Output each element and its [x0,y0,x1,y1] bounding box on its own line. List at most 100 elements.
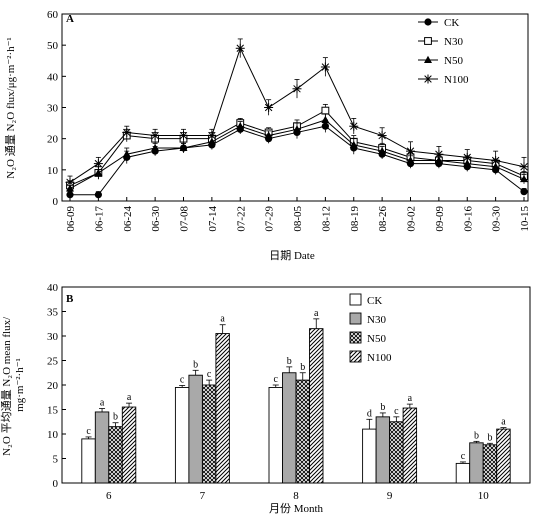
point [179,143,188,152]
point [94,191,102,199]
significance-letter: a [501,417,506,428]
x-tick-label: 08-12 [320,206,332,232]
significance-letter: b [287,356,292,367]
point-stroke [123,128,131,137]
significance-letter: c [180,374,185,385]
legend-label: CK [444,17,459,29]
bar-n30 [375,416,391,484]
point [349,140,358,148]
x-tick-label: 08-19 [349,206,361,232]
bar-n30 [282,372,297,484]
panel-b-ylabel-line2: mg·m⁻²·h⁻¹ [14,358,26,412]
legend-label: N100 [367,352,392,364]
point [520,174,528,183]
point-stroke [463,153,471,162]
point [236,122,245,130]
point-stroke [94,159,103,168]
point [292,84,302,94]
point-stroke [491,156,500,165]
x-tick-label: 09-30 [491,206,503,232]
point [151,143,160,152]
point [462,152,472,162]
point-stroke [208,131,216,140]
point-stroke [321,63,330,71]
point-stroke [236,44,244,53]
point-stroke [350,122,358,130]
point [321,106,330,115]
point-stroke [293,85,301,93]
y-tick-label: 30 [47,331,59,343]
point [264,103,274,112]
point-stroke [378,131,386,140]
point-stroke [66,178,74,187]
legend-b: CK N30 N50 N100 [349,293,392,364]
point [377,131,387,141]
y-tick-label: 0 [53,196,59,208]
bar-n50 [201,384,217,484]
y-tick-label: 5 [53,454,59,466]
legend-swatch [349,350,362,363]
line-chart-a: 0 10 20 30 40 50 60 06-09 06-17 06-24 06-30 07-08 07… [47,9,531,232]
significance-letter: b [300,362,305,373]
point [66,191,74,199]
significance-letter: b [113,412,118,423]
point [424,55,432,63]
point [321,115,330,123]
significance-letter: c [274,374,279,385]
significance-letter: c [207,369,212,380]
y-tick-label: 20 [47,380,59,392]
legend-swatch [349,293,362,306]
point [235,43,245,53]
x-tick-label: 06-24 [122,206,134,232]
significance-letter: a [220,314,225,325]
x-tick-label: 6 [106,490,112,502]
point [264,131,273,139]
legend-label: N100 [444,74,469,86]
x-tick-label: 06-30 [150,206,162,232]
point [434,149,444,159]
bar-n30 [94,411,110,484]
point [423,74,433,84]
legend-label: CK [367,295,382,307]
bar-ck [81,438,96,484]
panel-b-ylabel: N₂O 平均通量 N₂O mean flux/ mg·m⁻²·h⁻¹ [0,314,26,456]
x-tick-label: 7 [200,490,206,502]
significance-letter: b [193,359,198,370]
significance-letter: d [367,408,372,419]
point-stroke [406,147,415,155]
y-tick-label: 40 [47,282,59,294]
panel-b-label: B [66,293,74,305]
significance-letter: c [461,451,466,462]
point [320,62,330,72]
bar-ck [174,387,190,484]
point [207,131,217,141]
y-tick-label: 15 [47,405,59,417]
panel-b-ylabel-line1: N₂O 平均通量 N₂O mean flux/ [0,316,13,456]
point-stroke [435,150,443,158]
bar-n100 [496,428,511,484]
legend-label: N30 [367,314,386,326]
point [293,125,301,133]
x-tick-label: 07-29 [264,206,276,232]
y-tick-label: 60 [47,9,59,21]
y-tick-label: 30 [47,103,59,115]
significance-letter: a [314,308,319,319]
panel-a-ylabel: N₂O 通量 N₂O flux/μg·m⁻²·h⁻¹ [4,37,17,178]
significance-letter: c [86,426,91,437]
bar-n30 [188,374,203,484]
x-tick-label: 09-09 [434,206,446,232]
point [520,188,528,196]
x-tick-label: 06-09 [65,206,77,232]
legend-swatch [349,312,362,325]
point [424,18,432,26]
point-stroke [520,162,528,171]
point [150,131,160,141]
panel-b-xlabel: 月份 Month [269,502,324,515]
point [94,168,103,176]
significance-letter: b [474,430,479,441]
significance-letter: b [487,432,492,443]
point-stroke [264,103,273,112]
y-tick-label: 10 [47,429,59,441]
series-n50 [66,113,528,192]
